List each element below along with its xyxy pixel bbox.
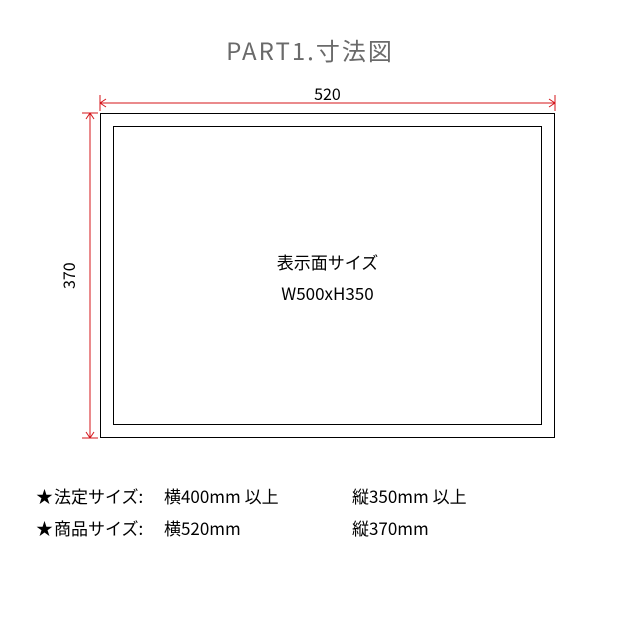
outer-box: 表示面サイズ W500xH350	[100, 113, 555, 438]
legend-height-value: 縦350mm 以上	[352, 480, 467, 512]
legend-label: 法定サイズ:	[54, 480, 164, 512]
dimension-diagram: PART1.寸法図 520 370 表示面サイズ W500xH350 ★法定サイ…	[0, 0, 620, 620]
display-size-title: 表示面サイズ	[101, 249, 554, 274]
display-size-value: W500xH350	[101, 280, 554, 305]
legend-label: 商品サイズ:	[54, 512, 164, 544]
display-area-label: 表示面サイズ W500xH350	[101, 249, 554, 305]
legend-height-value: 縦370mm	[352, 512, 429, 544]
legend-row: ★法定サイズ:横400mm 以上縦350mm 以上	[36, 480, 467, 512]
legend-width-value: 横520mm	[164, 512, 334, 544]
legend-width-value: 横400mm 以上	[164, 480, 334, 512]
size-legend: ★法定サイズ:横400mm 以上縦350mm 以上★商品サイズ:横520mm縦3…	[36, 480, 467, 545]
legend-row: ★商品サイズ:横520mm 縦370mm	[36, 512, 467, 544]
left-dimension-label: 370	[56, 113, 80, 438]
star-icon: ★	[36, 480, 54, 512]
star-icon: ★	[36, 512, 54, 544]
